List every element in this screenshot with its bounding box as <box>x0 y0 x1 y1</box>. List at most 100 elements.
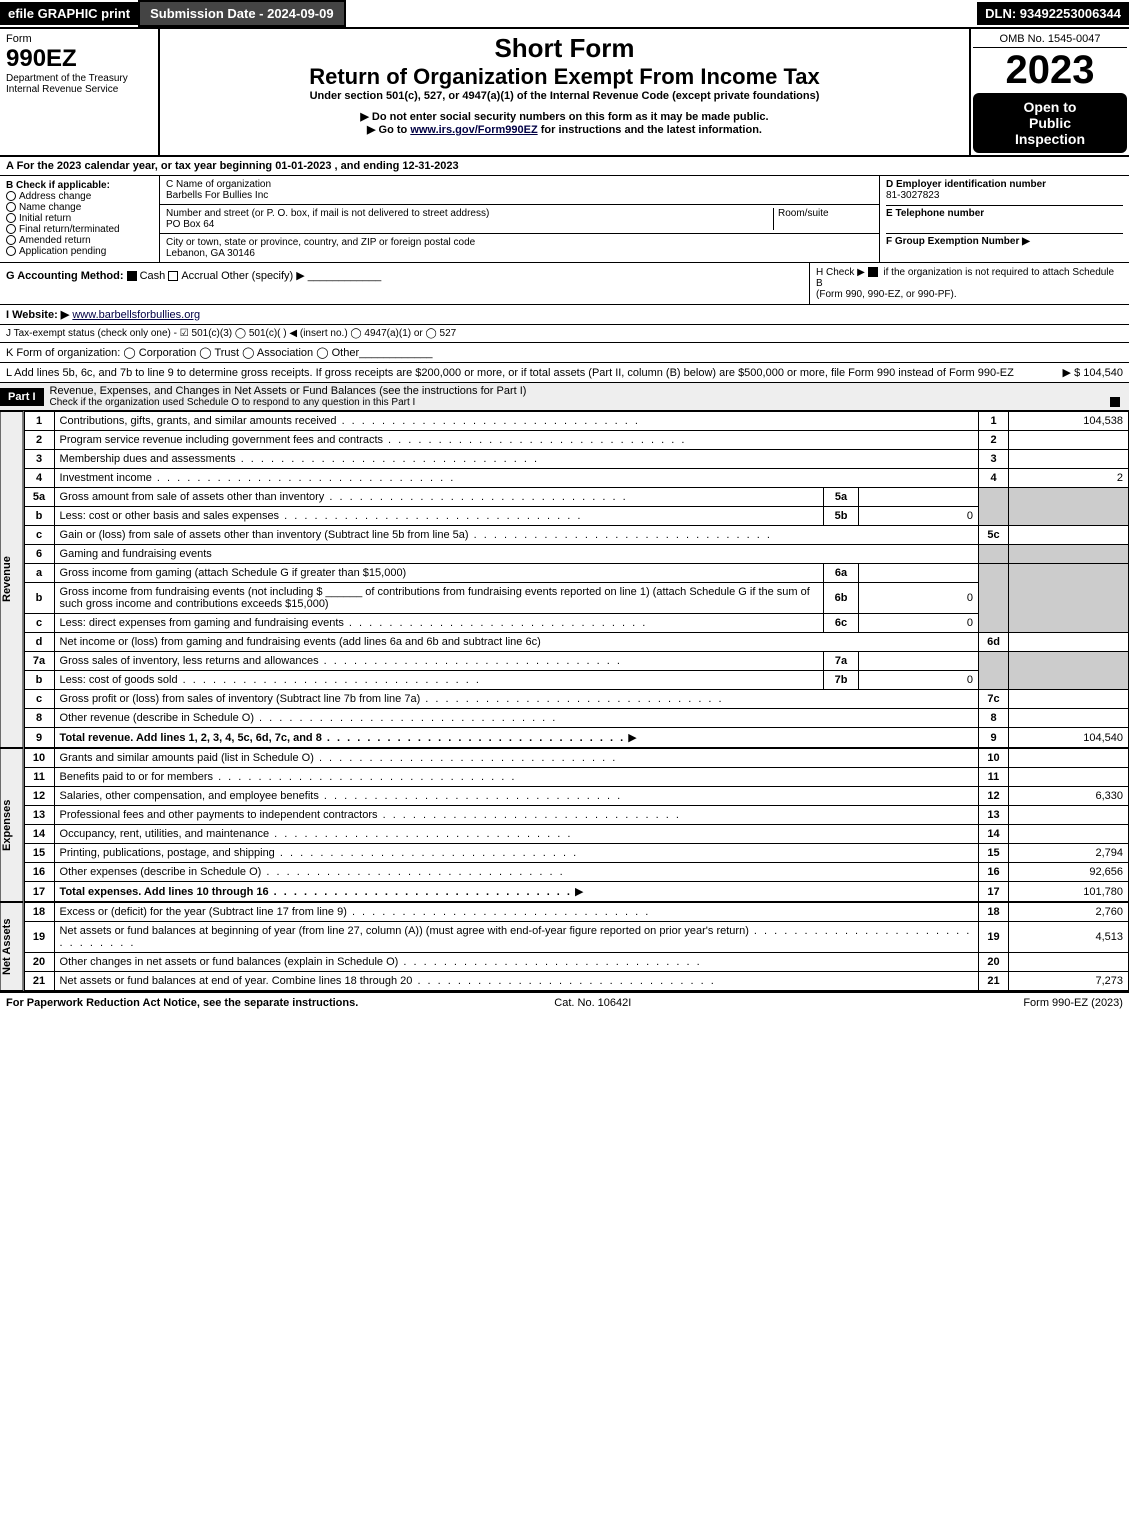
header-center: Short Form Return of Organization Exempt… <box>160 29 969 155</box>
ln6-no: 6 <box>24 545 54 564</box>
chk-address[interactable] <box>6 191 16 201</box>
ln14-key: 14 <box>979 825 1009 844</box>
i-row: I Website: ▶ www.barbellsforbullies.org <box>0 305 1129 325</box>
ln2-key: 2 <box>979 431 1009 450</box>
netassets-section: Net Assets 18Excess or (deficit) for the… <box>0 902 1129 991</box>
form-number: 990EZ <box>6 45 152 73</box>
ln10-desc: Grants and similar amounts paid (list in… <box>60 752 618 764</box>
dln-label: DLN: 93492253006344 <box>977 2 1129 25</box>
ln5a-no: 5a <box>24 488 54 507</box>
g-label: G Accounting Method: <box>6 270 124 282</box>
ln16-key: 16 <box>979 863 1009 882</box>
efile-label[interactable]: efile GRAPHIC print <box>0 2 138 25</box>
ln20-desc: Other changes in net assets or fund bala… <box>60 956 702 968</box>
ln18-no: 18 <box>24 903 54 922</box>
ln6a-desc: Gross income from gaming (attach Schedul… <box>54 564 823 583</box>
expenses-section: Expenses 10Grants and similar amounts pa… <box>0 748 1129 902</box>
ln7b-sv: 0 <box>859 671 979 690</box>
open1: Open to <box>979 99 1121 115</box>
org-street: PO Box 64 <box>166 219 214 230</box>
k-row: K Form of organization: ◯ Corporation ◯ … <box>0 343 1129 363</box>
ln6c-sub: 6c <box>824 614 859 633</box>
website-link[interactable]: www.barbellsforbullies.org <box>72 309 200 321</box>
ln12-no: 12 <box>24 787 54 806</box>
ln6a-no: a <box>24 564 54 583</box>
footer-right: Form 990-EZ (2023) <box>1023 997 1123 1009</box>
chk-amended[interactable] <box>6 235 16 245</box>
ln20-val <box>1009 953 1129 972</box>
ln1-no: 1 <box>24 412 54 431</box>
note-ssn: ▶ Do not enter social security numbers o… <box>164 110 965 123</box>
ln6c-sv: 0 <box>859 614 979 633</box>
irs-link[interactable]: www.irs.gov/Form990EZ <box>410 124 537 136</box>
ln2-no: 2 <box>24 431 54 450</box>
revenue-sidebar: Revenue <box>0 411 24 748</box>
ln16-desc: Other expenses (describe in Schedule O) <box>60 866 565 878</box>
c-street-label: Number and street (or P. O. box, if mail… <box>166 208 489 219</box>
j-text: J Tax-exempt status (check only one) - ☑… <box>6 328 456 339</box>
ln11-val <box>1009 768 1129 787</box>
ln6-desc: Gaming and fundraising events <box>54 545 978 564</box>
c-name-label: C Name of organization <box>166 179 271 190</box>
ln14-val <box>1009 825 1129 844</box>
ln6d-key: 6d <box>979 633 1009 652</box>
chk-final[interactable] <box>6 224 16 234</box>
page-footer: For Paperwork Reduction Act Notice, see … <box>0 991 1129 1013</box>
expenses-table: 10 Grants and similar amounts paid (list … <box>24 748 1129 902</box>
box-b: B Check if applicable: Address change Na… <box>0 176 160 262</box>
ln18-desc: Excess or (deficit) for the year (Subtra… <box>60 906 651 918</box>
ln10-val <box>1009 749 1129 768</box>
b-o2: Name change <box>19 202 81 213</box>
chk-accrual[interactable] <box>168 271 178 281</box>
g-accrual: Accrual <box>181 270 218 282</box>
ln9-no: 9 <box>24 728 54 748</box>
ln6b-sv: 0 <box>859 583 979 614</box>
part1-title: Revenue, Expenses, and Changes in Net As… <box>50 385 1123 397</box>
ln3-desc: Membership dues and assessments <box>60 453 539 465</box>
ln7a-sv <box>859 652 979 671</box>
ln7a-no: 7a <box>24 652 54 671</box>
ln5c-no: c <box>24 526 54 545</box>
ln13-desc: Professional fees and other payments to … <box>60 809 681 821</box>
ln17-desc: Total expenses. Add lines 10 through 16 <box>60 886 572 898</box>
ln6c-no: c <box>24 614 54 633</box>
ln19-key: 19 <box>979 922 1009 953</box>
chk-pending[interactable] <box>6 246 16 256</box>
header-left: Form 990EZ Department of the Treasury In… <box>0 29 160 155</box>
ln6a-sv <box>859 564 979 583</box>
b-o1: Address change <box>19 191 91 202</box>
ln15-no: 15 <box>24 844 54 863</box>
ln12-val: 6,330 <box>1009 787 1129 806</box>
ln3-val <box>1009 450 1129 469</box>
chk-cash[interactable] <box>127 271 137 281</box>
ln2-desc: Program service revenue including govern… <box>60 434 687 446</box>
ln21-key: 21 <box>979 972 1009 991</box>
ln16-no: 16 <box>24 863 54 882</box>
k-text: K Form of organization: ◯ Corporation ◯ … <box>6 346 359 359</box>
ln14-no: 14 <box>24 825 54 844</box>
ln7c-no: c <box>24 690 54 709</box>
ln20-key: 20 <box>979 953 1009 972</box>
ln21-desc: Net assets or fund balances at end of ye… <box>60 975 716 987</box>
chk-part1-scho[interactable] <box>1110 397 1120 407</box>
chk-name[interactable] <box>6 202 16 212</box>
form-header: Form 990EZ Department of the Treasury In… <box>0 29 1129 157</box>
ln1-key: 1 <box>979 412 1009 431</box>
section-a: A For the 2023 calendar year, or tax yea… <box>0 157 1129 176</box>
b-o6: Application pending <box>19 246 106 257</box>
chk-initial[interactable] <box>6 213 16 223</box>
header-right: OMB No. 1545-0047 2023 Open to Public In… <box>969 29 1129 155</box>
ln7a-sub: 7a <box>824 652 859 671</box>
ln14-desc: Occupancy, rent, utilities, and maintena… <box>60 828 573 840</box>
j-row: J Tax-exempt status (check only one) - ☑… <box>0 325 1129 343</box>
ln10-no: 10 <box>24 749 54 768</box>
c-city-label: City or town, state or province, country… <box>166 237 475 248</box>
ln5b-sub: 5b <box>824 507 859 526</box>
g-other: Other (specify) ▶ <box>221 270 305 282</box>
chk-h[interactable] <box>868 267 878 277</box>
irs-label: Internal Revenue Service <box>6 84 152 95</box>
box-d: D Employer identification number 81-3027… <box>879 176 1129 262</box>
ln4-val: 2 <box>1009 469 1129 488</box>
ln6b-no: b <box>24 583 54 614</box>
section-bcd: B Check if applicable: Address change Na… <box>0 176 1129 263</box>
